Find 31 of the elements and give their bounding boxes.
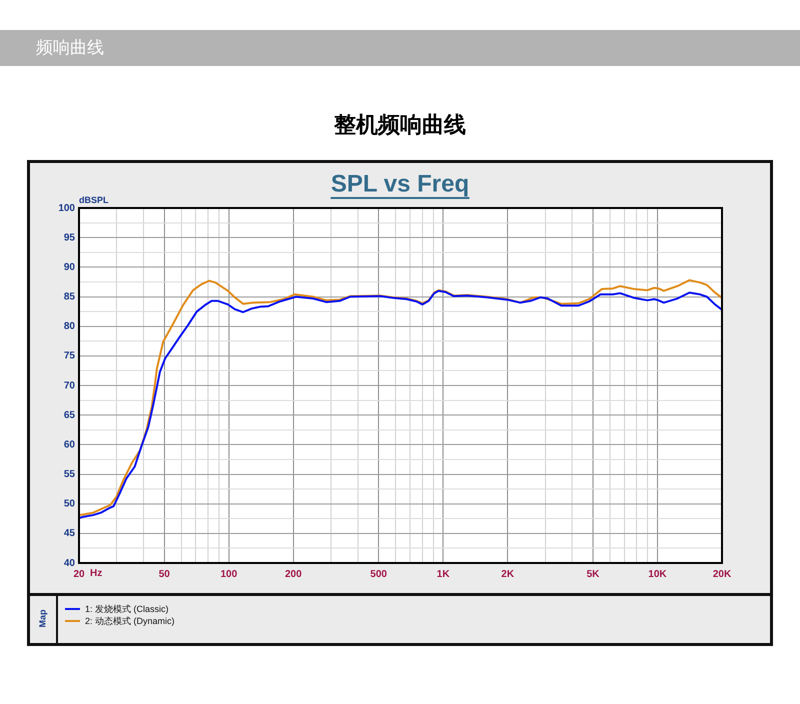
y-axis-title: dBSPL bbox=[79, 194, 110, 205]
y-tick-label: 45 bbox=[64, 528, 76, 540]
chart-subtitle: SPL vs Freq bbox=[330, 170, 470, 198]
x-tick-label: 1K bbox=[436, 568, 450, 580]
x-tick-label: 20K bbox=[712, 568, 732, 580]
y-tick-label: 100 bbox=[58, 202, 76, 214]
x-tick-label: 10K bbox=[648, 568, 668, 580]
y-tick-label: 90 bbox=[64, 262, 76, 273]
y-tick-label: 40 bbox=[64, 558, 76, 569]
chart-title: 整机频响曲线 bbox=[334, 112, 466, 137]
x-tick-label: 500 bbox=[370, 568, 388, 580]
x-tick-label: 200 bbox=[284, 568, 302, 580]
y-tick-label: 65 bbox=[64, 410, 76, 421]
y-tick-label: 85 bbox=[64, 292, 76, 302]
legend-label: 1: 发烧模式 (Classic) bbox=[85, 604, 169, 614]
x-tick-label: 20 bbox=[73, 568, 85, 580]
x-tick-label: 50 bbox=[158, 568, 170, 580]
y-tick-label: 60 bbox=[64, 439, 76, 450]
x-tick-label: 2K bbox=[501, 568, 515, 580]
legend-title: Map bbox=[38, 608, 48, 630]
legend-label: 2: 动态模式 (Dynamic) bbox=[85, 616, 175, 626]
y-tick-label: 75 bbox=[64, 350, 76, 362]
x-axis-title: Hz bbox=[90, 568, 102, 579]
y-tick-label: 55 bbox=[64, 469, 76, 480]
y-tick-label: 95 bbox=[64, 232, 76, 244]
x-tick-label: 100 bbox=[220, 568, 238, 580]
text: 频响曲线 bbox=[36, 38, 104, 58]
x-tick-label: 5K bbox=[586, 568, 600, 580]
y-tick-label: 50 bbox=[64, 498, 76, 510]
y-tick-label: 70 bbox=[64, 380, 76, 392]
y-tick-label: 80 bbox=[64, 321, 76, 332]
